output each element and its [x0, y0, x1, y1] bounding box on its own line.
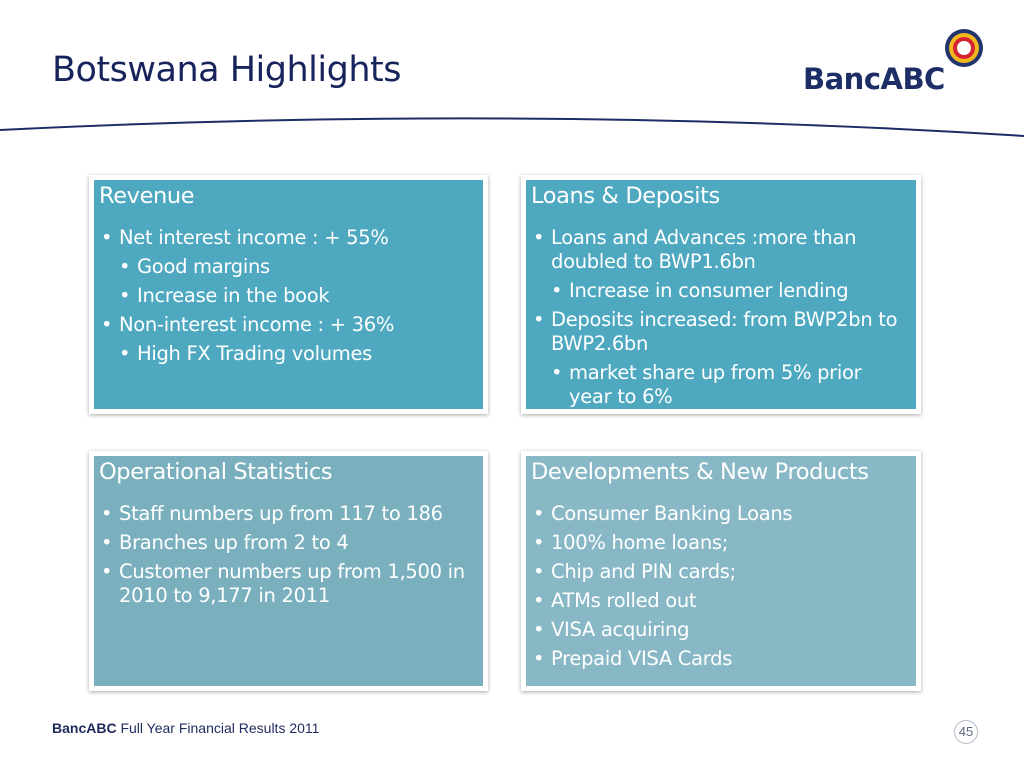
bullet-text: Prepaid VISA Cards — [551, 647, 733, 670]
sub-bullet-item: • Good margins — [117, 255, 479, 279]
bullet-text: VISA acquiring — [551, 618, 690, 641]
bullet-icon: • — [101, 531, 113, 554]
bullet-item: • ATMs rolled out — [531, 589, 906, 613]
bullet-icon: • — [101, 313, 113, 336]
header-divider — [0, 117, 1024, 137]
bullet-text: Increase in consumer lending — [569, 279, 849, 302]
bullet-text: Deposits increased: from BWP2bn to BWP2.… — [551, 308, 898, 355]
sub-bullet-item: • Increase in the book — [117, 284, 479, 308]
bullet-text: ATMs rolled out — [551, 589, 697, 612]
loans-list: • Loans and Advances :more than doubled t… — [531, 226, 906, 409]
bullet-icon: • — [119, 284, 131, 307]
bullet-text: Consumer Banking Loans — [551, 502, 793, 525]
bullet-text: Customer numbers up from 1,500 in 2010 t… — [119, 560, 465, 607]
bullet-icon: • — [533, 589, 545, 612]
bullet-text: Net interest income : + 55% — [119, 226, 389, 249]
developments-panel: Developments & New Products • Consumer Ba… — [521, 451, 921, 691]
sub-bullet-item: • market share up from 5% prior year to 6… — [549, 361, 906, 409]
sub-bullet-item: • Increase in consumer lending — [549, 279, 906, 303]
bullet-icon: • — [101, 226, 113, 249]
panel-title: Operational Statistics — [99, 459, 333, 485]
footer-text: Full Year Financial Results 2011 — [120, 720, 320, 736]
bullet-text: Branches up from 2 to 4 — [119, 531, 349, 554]
panel-title: Revenue — [99, 183, 195, 209]
bullet-icon: • — [533, 531, 545, 554]
bullet-text: Loans and Advances :more than doubled to… — [551, 226, 857, 273]
panel-title: Loans & Deposits — [531, 183, 720, 209]
bullet-item: • Prepaid VISA Cards — [531, 647, 906, 671]
bullet-item: • 100% home loans; — [531, 531, 906, 555]
developments-list: • Consumer Banking Loans • 100% home loans;… — [531, 502, 906, 676]
bullet-icon: • — [533, 647, 545, 670]
bullet-item: • Branches up from 2 to 4 — [99, 531, 479, 555]
bullet-item: • Chip and PIN cards; — [531, 560, 906, 584]
bullet-icon: • — [533, 618, 545, 641]
sub-bullet-item: • High FX Trading volumes — [117, 342, 479, 366]
bullet-icon: • — [551, 279, 563, 302]
bullet-text: Good margins — [137, 255, 270, 278]
bullet-icon: • — [533, 502, 545, 525]
bullet-item: • Net interest income : + 55% — [99, 226, 479, 250]
bullet-icon: • — [101, 560, 113, 583]
bullet-text: 100% home loans; — [551, 531, 729, 554]
bullet-icon: • — [533, 560, 545, 583]
bullet-item: • Loans and Advances :more than doubled t… — [531, 226, 906, 274]
revenue-list: • Net interest income : + 55% • Good margin… — [99, 226, 479, 371]
operational-list: • Staff numbers up from 117 to 186 • Branch… — [99, 502, 479, 613]
logo-wordmark: BancABC — [803, 62, 945, 96]
bullet-item: • Customer numbers up from 1,500 in 2010 … — [99, 560, 479, 608]
bullet-icon: • — [551, 361, 563, 384]
revenue-panel: Revenue • Net interest income : + 55% • Goo… — [89, 175, 488, 414]
footer-brand: BancABC — [52, 720, 117, 736]
bullet-text: Non-interest income : + 36% — [119, 313, 395, 336]
logo-ring-icon — [945, 29, 983, 67]
bullet-icon: • — [119, 255, 131, 278]
bullet-text: Staff numbers up from 117 to 186 — [119, 502, 443, 525]
bullet-item: • Non-interest income : + 36% — [99, 313, 479, 337]
slide-title: Botswana Highlights — [52, 50, 401, 90]
page-number: 45 — [954, 720, 978, 744]
bullet-icon: • — [119, 342, 131, 365]
footer: BancABC Full Year Financial Results 2011 — [52, 720, 319, 736]
bullet-text: High FX Trading volumes — [137, 342, 373, 365]
bullet-text: market share up from 5% prior year to 6% — [569, 361, 862, 408]
bullet-item: • VISA acquiring — [531, 618, 906, 642]
bullet-item: • Deposits increased: from BWP2bn to BWP2… — [531, 308, 906, 356]
bullet-item: • Consumer Banking Loans — [531, 502, 906, 526]
bullet-item: • Staff numbers up from 117 to 186 — [99, 502, 479, 526]
panel-title: Developments & New Products — [531, 459, 869, 485]
bullet-text: Chip and PIN cards; — [551, 560, 736, 583]
bullet-text: Increase in the book — [137, 284, 330, 307]
operational-statistics-panel: Operational Statistics • Staff numbers up… — [89, 451, 488, 691]
bullet-icon: • — [533, 308, 545, 331]
bullet-icon: • — [101, 502, 113, 525]
loans-deposits-panel: Loans & Deposits • Loans and Advances :mo… — [521, 175, 921, 414]
bullet-icon: • — [533, 226, 545, 249]
bancabc-logo: BancABC — [800, 26, 990, 98]
